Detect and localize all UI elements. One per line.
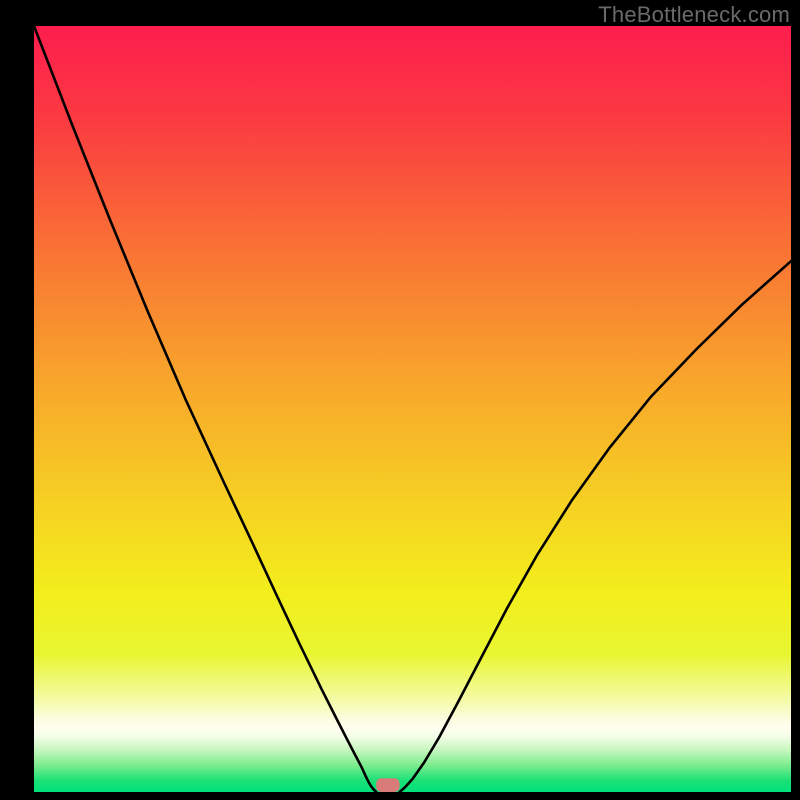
trough-marker [376,778,399,792]
bottleneck-chart-svg [0,0,800,800]
watermark-text: TheBottleneck.com [598,2,790,28]
chart-canvas: TheBottleneck.com [0,0,800,800]
plot-background [34,26,791,792]
